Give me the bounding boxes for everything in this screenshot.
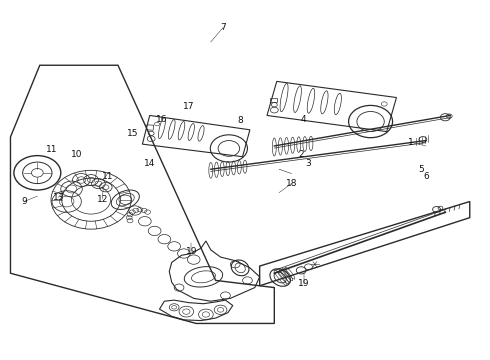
Text: 12: 12 [97, 194, 108, 203]
Text: 9: 9 [21, 197, 27, 206]
Text: 18: 18 [286, 179, 297, 188]
Text: 11: 11 [46, 145, 58, 154]
Text: 19: 19 [186, 247, 197, 256]
Text: 14: 14 [144, 159, 155, 168]
Bar [147, 125, 154, 130]
Text: 11: 11 [102, 172, 114, 181]
Text: 17: 17 [183, 102, 195, 111]
Text: 6: 6 [423, 172, 429, 181]
Text: 3: 3 [306, 159, 311, 168]
Text: 16: 16 [156, 114, 168, 123]
Text: 15: 15 [127, 129, 138, 138]
Text: 5: 5 [418, 165, 424, 174]
Text: 8: 8 [237, 116, 243, 125]
Text: 13: 13 [52, 193, 64, 202]
Text: 10: 10 [71, 150, 82, 159]
Text: 2: 2 [298, 150, 304, 159]
Text: 7: 7 [220, 23, 226, 32]
Text: 4: 4 [301, 114, 306, 123]
Bar [270, 98, 277, 102]
Text: 19: 19 [298, 279, 309, 288]
Text: 1: 1 [408, 138, 414, 147]
